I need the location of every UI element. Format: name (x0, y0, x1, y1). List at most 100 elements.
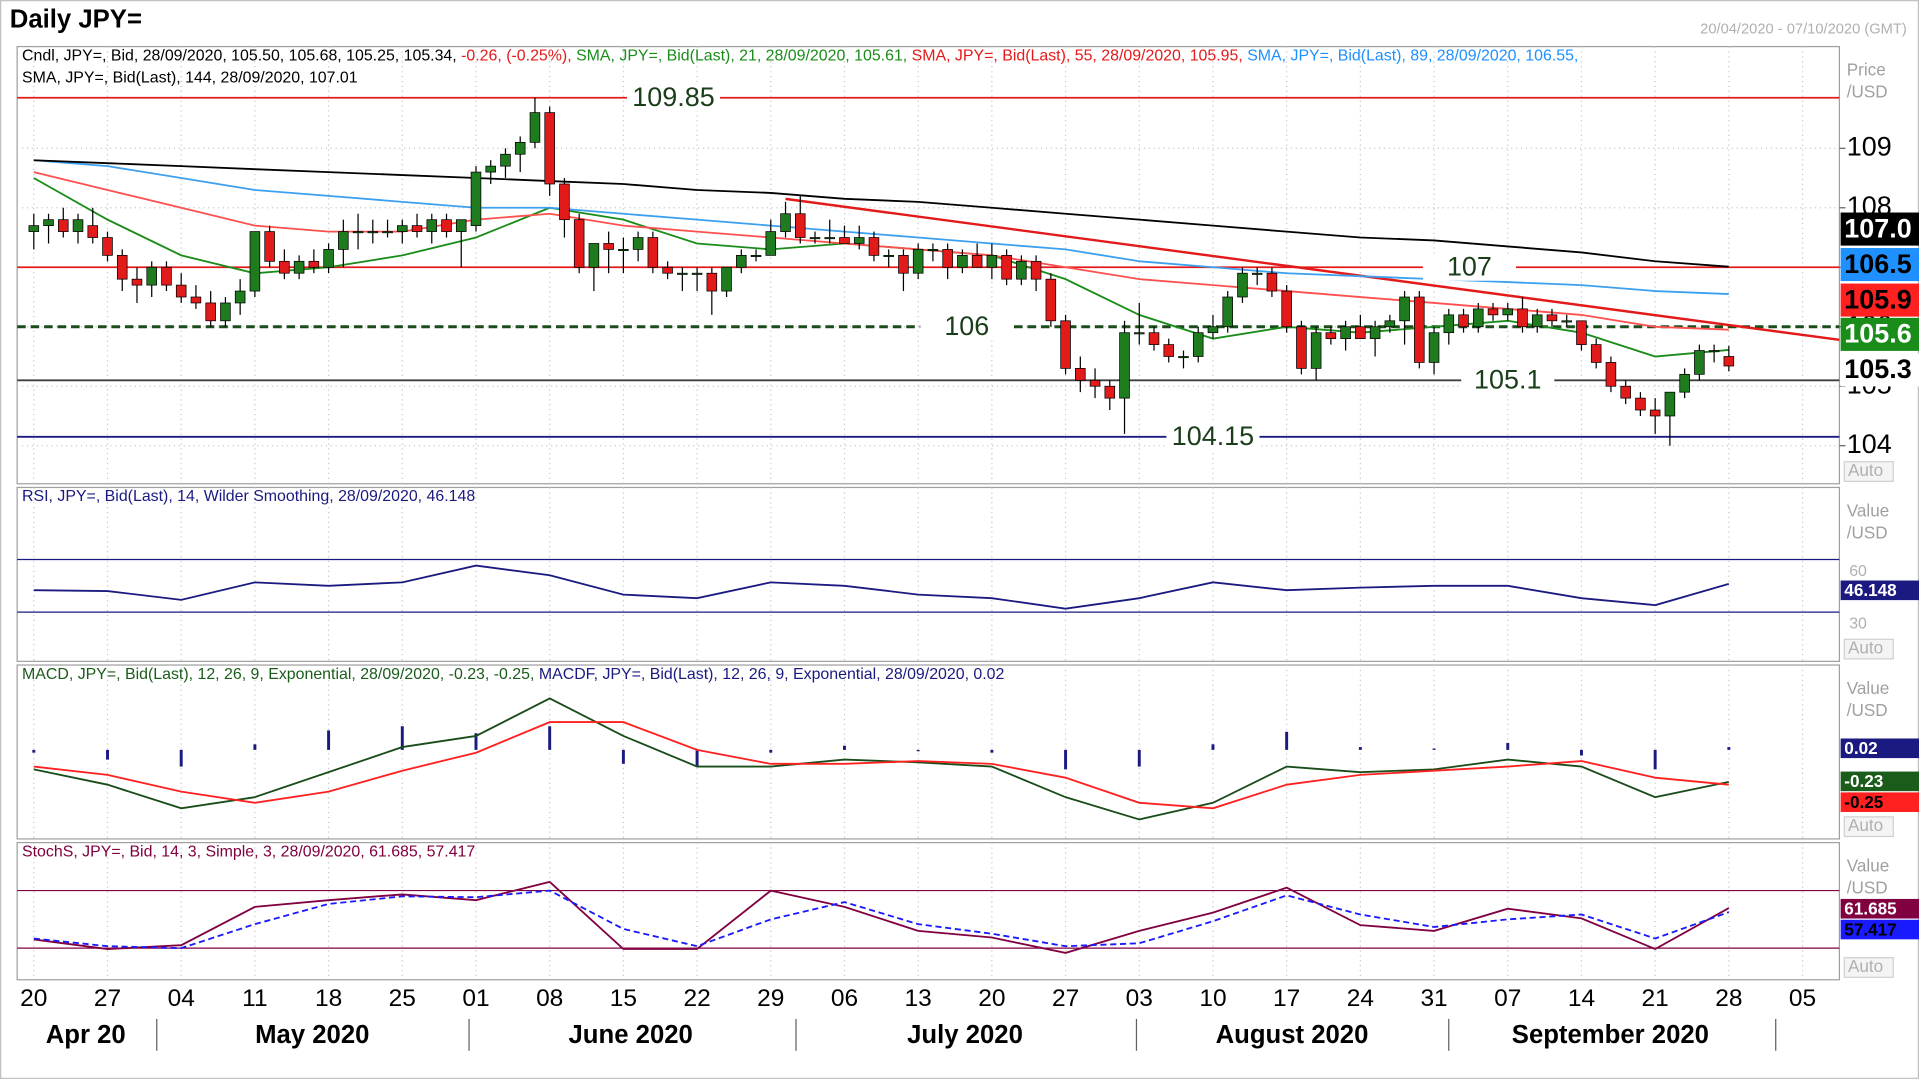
candle-body (1473, 308, 1484, 328)
x-tick-label: 15 (610, 985, 637, 1012)
price-badge-label: 106.5 (1844, 249, 1911, 279)
candle-body (647, 237, 659, 268)
candle-body (249, 231, 261, 292)
candle-body (691, 272, 703, 275)
level-label-bg (1422, 253, 1516, 281)
candle-body (809, 237, 821, 240)
candle-body (43, 219, 54, 226)
scale-box (1843, 816, 1894, 838)
trendline (785, 197, 1840, 342)
candle-body (1001, 255, 1012, 280)
candle-body (1546, 314, 1558, 322)
chart-title: Daily JPY= (10, 6, 142, 34)
price-badge-label: -0.25 (1844, 792, 1884, 812)
level-label-bg (920, 313, 1014, 341)
candle-body (588, 243, 600, 268)
x-tick-label: 29 (757, 985, 784, 1012)
x-tick-label: 10 (1199, 985, 1226, 1012)
axis-label: /USD (1847, 82, 1888, 102)
candle-body (190, 296, 202, 304)
candle-body (750, 255, 762, 257)
panel-frame (16, 664, 1841, 840)
x-tick-label: 21 (1642, 985, 1669, 1012)
histogram-bar (1653, 749, 1657, 770)
histogram-bar (990, 749, 994, 753)
candle-body (1016, 260, 1027, 280)
legend: SMA, JPY=, Bid(Last), 144, 28/09/2020, 1… (22, 70, 358, 87)
axis-label: Value (1847, 678, 1890, 698)
legend-entry: SMA, JPY=, Bid(Last), 55, 28/09/2020, 10… (912, 48, 1248, 65)
candle-body (1325, 332, 1337, 340)
indicator-line (33, 171, 1729, 331)
candle-body (1414, 296, 1425, 363)
candle-body (338, 231, 349, 250)
price-badge (1840, 212, 1919, 246)
candle-body (1119, 332, 1130, 399)
candle-body (1310, 332, 1322, 369)
candle-body (1355, 326, 1366, 340)
candle-body (1369, 326, 1381, 340)
axis-label: Value (1847, 856, 1890, 876)
candle-body (279, 260, 290, 274)
x-tick-label: 20 (20, 985, 47, 1012)
candle-body (146, 266, 157, 286)
candle-body (1104, 385, 1116, 399)
candle-body (544, 112, 555, 185)
x-tick-label: 22 (683, 985, 710, 1012)
indicator-line (33, 889, 1730, 950)
candle-body (1178, 356, 1189, 359)
price-badge-label: 105.3 (1844, 354, 1911, 384)
candle-body (1664, 391, 1676, 417)
histogram-bar (548, 726, 552, 750)
histogram-bar (1579, 749, 1583, 756)
candle-body (1443, 314, 1455, 334)
candle-body (971, 255, 983, 268)
x-tick-label: 11 (242, 985, 267, 1012)
scale-box (1843, 957, 1894, 978)
plot-area (32, 697, 1731, 821)
histogram-bar (474, 733, 478, 750)
x-tick-label: 03 (1126, 985, 1153, 1012)
legend-entry: SMA, JPY=, Bid(Last), 144, 28/09/2020, 1… (22, 70, 358, 87)
candle-body (1605, 362, 1617, 387)
histogram-bar (1358, 747, 1362, 750)
candle-body (293, 260, 305, 274)
candle-body (559, 183, 570, 221)
candle-body (839, 237, 850, 244)
candle-body (1192, 332, 1204, 357)
candle-body (1399, 296, 1410, 322)
x-tick-label: 08 (536, 985, 563, 1012)
price-badge-label: 107.0 (1844, 213, 1911, 243)
candle-body (131, 278, 143, 286)
panel-frame (16, 45, 1841, 485)
candle-body (1030, 260, 1042, 280)
histogram-bar (106, 749, 109, 760)
candle-body (1237, 272, 1248, 298)
y-tick-label: 109 (1847, 131, 1892, 161)
histogram-bar (179, 749, 183, 767)
candle-body (1045, 278, 1057, 322)
x-tick-label: 06 (831, 985, 858, 1012)
month-label: August 2020 (1216, 1021, 1369, 1049)
histogram-bar (1064, 749, 1068, 770)
candle-body (397, 225, 408, 232)
candle-body (868, 237, 880, 256)
candle-body (116, 255, 128, 280)
axis-label: Price (1847, 60, 1886, 80)
candle-body (308, 260, 320, 268)
price-badge (1840, 771, 1919, 792)
candle-body (1487, 308, 1499, 316)
level-label-bg (1166, 423, 1260, 451)
level-label: 104.15 (1172, 421, 1254, 451)
candle-body (824, 237, 836, 240)
candle-body (323, 249, 334, 268)
candle-body (957, 255, 968, 268)
x-tick-label: 28 (1715, 985, 1742, 1012)
date-range: 20/04/2020 - 07/10/2020 (GMT) (1700, 21, 1907, 37)
candle-body (175, 284, 187, 298)
indicator-line (33, 721, 1729, 810)
legend-entry: MACDF, JPY=, Bid(Last), 12, 26, 9, Expon… (539, 666, 1005, 683)
